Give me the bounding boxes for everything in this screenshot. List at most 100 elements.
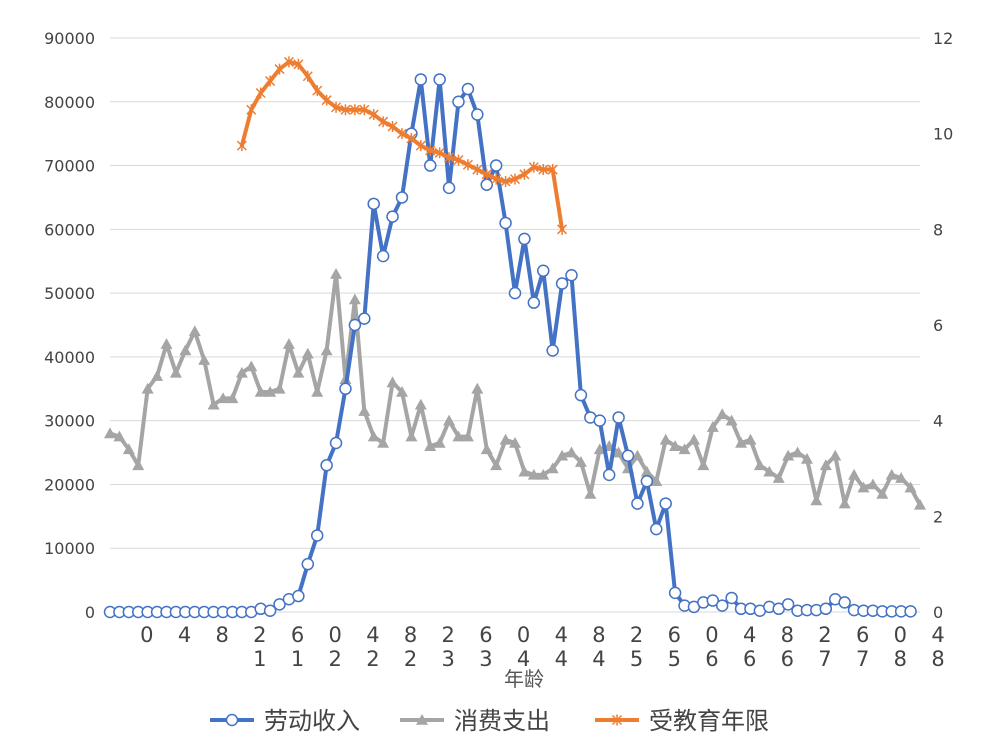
- x-tick-label: 5: [630, 647, 643, 671]
- data-point: [640, 465, 653, 477]
- data-point: [425, 144, 436, 156]
- data-point: [546, 462, 559, 474]
- x-tick-label: 4: [517, 647, 530, 671]
- data-point: [141, 382, 154, 394]
- x-tick-label: 8: [215, 623, 228, 647]
- legend-label: 劳动收入: [264, 707, 360, 735]
- data-point: [217, 392, 230, 404]
- data-point: [546, 344, 559, 357]
- data-point: [236, 140, 247, 152]
- y-right-tick-label: 8: [933, 220, 943, 239]
- series-line: [108, 77, 913, 614]
- x-tick-label: 2: [442, 623, 455, 647]
- y-left-tick-label: 50000: [44, 284, 95, 303]
- legend-item: 受教育年限: [595, 707, 769, 735]
- data-point: [245, 360, 258, 372]
- data-point: [753, 459, 766, 471]
- y-right-tick-label: 2: [933, 507, 943, 526]
- data-point: [433, 436, 446, 448]
- data-point: [414, 398, 427, 410]
- x-tick-label: 4: [931, 623, 944, 647]
- data-point: [321, 94, 332, 106]
- data-point: [857, 481, 870, 493]
- data-point: [331, 101, 342, 113]
- data-point: [377, 436, 390, 448]
- data-point: [480, 443, 493, 455]
- data-point: [480, 178, 493, 191]
- data-point: [198, 354, 211, 365]
- data-point: [640, 475, 654, 488]
- data-point: [254, 385, 267, 397]
- x-tick-label: 2: [329, 647, 342, 671]
- data-point: [348, 318, 362, 332]
- data-point: [358, 405, 371, 416]
- data-point: [518, 465, 531, 477]
- data-point: [829, 449, 842, 461]
- data-point: [791, 446, 804, 458]
- data-point: [584, 488, 597, 499]
- data-point: [443, 414, 456, 426]
- data-point: [320, 344, 333, 356]
- y-right-tick-label: 12: [933, 29, 953, 48]
- data-point: [631, 497, 644, 510]
- legend-label: 消费支出: [454, 707, 550, 735]
- data-point: [744, 433, 757, 445]
- data-point: [359, 104, 370, 116]
- x-tick-label: 2: [630, 623, 643, 647]
- y-left-tick-label: 90000: [44, 29, 95, 48]
- data-point: [461, 430, 474, 442]
- data-point: [378, 116, 389, 128]
- data-point: [132, 459, 145, 471]
- data-point: [255, 87, 266, 99]
- x-tick-label: 2: [404, 647, 417, 671]
- data-point: [866, 478, 879, 490]
- x-tick-label: 6: [668, 623, 681, 647]
- data-point: [434, 147, 445, 159]
- data-point: [819, 459, 832, 471]
- data-point: [508, 286, 522, 300]
- x-tick-label: 4: [178, 623, 191, 647]
- data-point: [273, 598, 286, 611]
- data-point: [246, 104, 257, 116]
- data-point: [772, 472, 785, 483]
- data-point: [348, 293, 361, 305]
- data-point: [669, 440, 682, 451]
- data-point: [330, 267, 343, 279]
- data-point: [179, 344, 192, 356]
- data-point: [414, 73, 428, 86]
- data-point: [293, 58, 304, 70]
- data-point: [423, 159, 437, 172]
- x-tick-label: 6: [856, 623, 869, 647]
- x-tick-label: 6: [781, 647, 794, 671]
- x-tick-label: 6: [743, 647, 756, 671]
- data-point: [386, 210, 399, 223]
- legend-label: 受教育年限: [649, 707, 769, 735]
- data-point: [650, 475, 663, 487]
- data-point: [301, 347, 314, 359]
- data-point: [800, 452, 813, 464]
- data-point: [490, 459, 503, 471]
- data-point: [838, 596, 851, 609]
- data-point: [113, 430, 126, 442]
- data-point: [593, 443, 606, 455]
- data-point: [302, 70, 313, 82]
- data-point: [207, 398, 220, 410]
- data-point: [104, 427, 116, 439]
- data-point: [715, 599, 729, 612]
- data-point: [491, 173, 502, 185]
- data-point: [574, 456, 587, 467]
- data-point: [499, 433, 512, 445]
- data-point: [668, 586, 682, 600]
- data-point: [376, 249, 390, 263]
- data-point: [848, 468, 861, 480]
- x-tick-label: 2: [253, 623, 266, 647]
- x-tick-label: 4: [592, 647, 605, 671]
- data-point: [462, 159, 473, 171]
- data-point: [265, 75, 276, 87]
- data-point: [273, 382, 286, 394]
- data-point: [621, 449, 635, 462]
- gridlines: [110, 37, 920, 613]
- data-point: [442, 181, 456, 195]
- data-point: [235, 366, 248, 378]
- data-point: [122, 443, 135, 455]
